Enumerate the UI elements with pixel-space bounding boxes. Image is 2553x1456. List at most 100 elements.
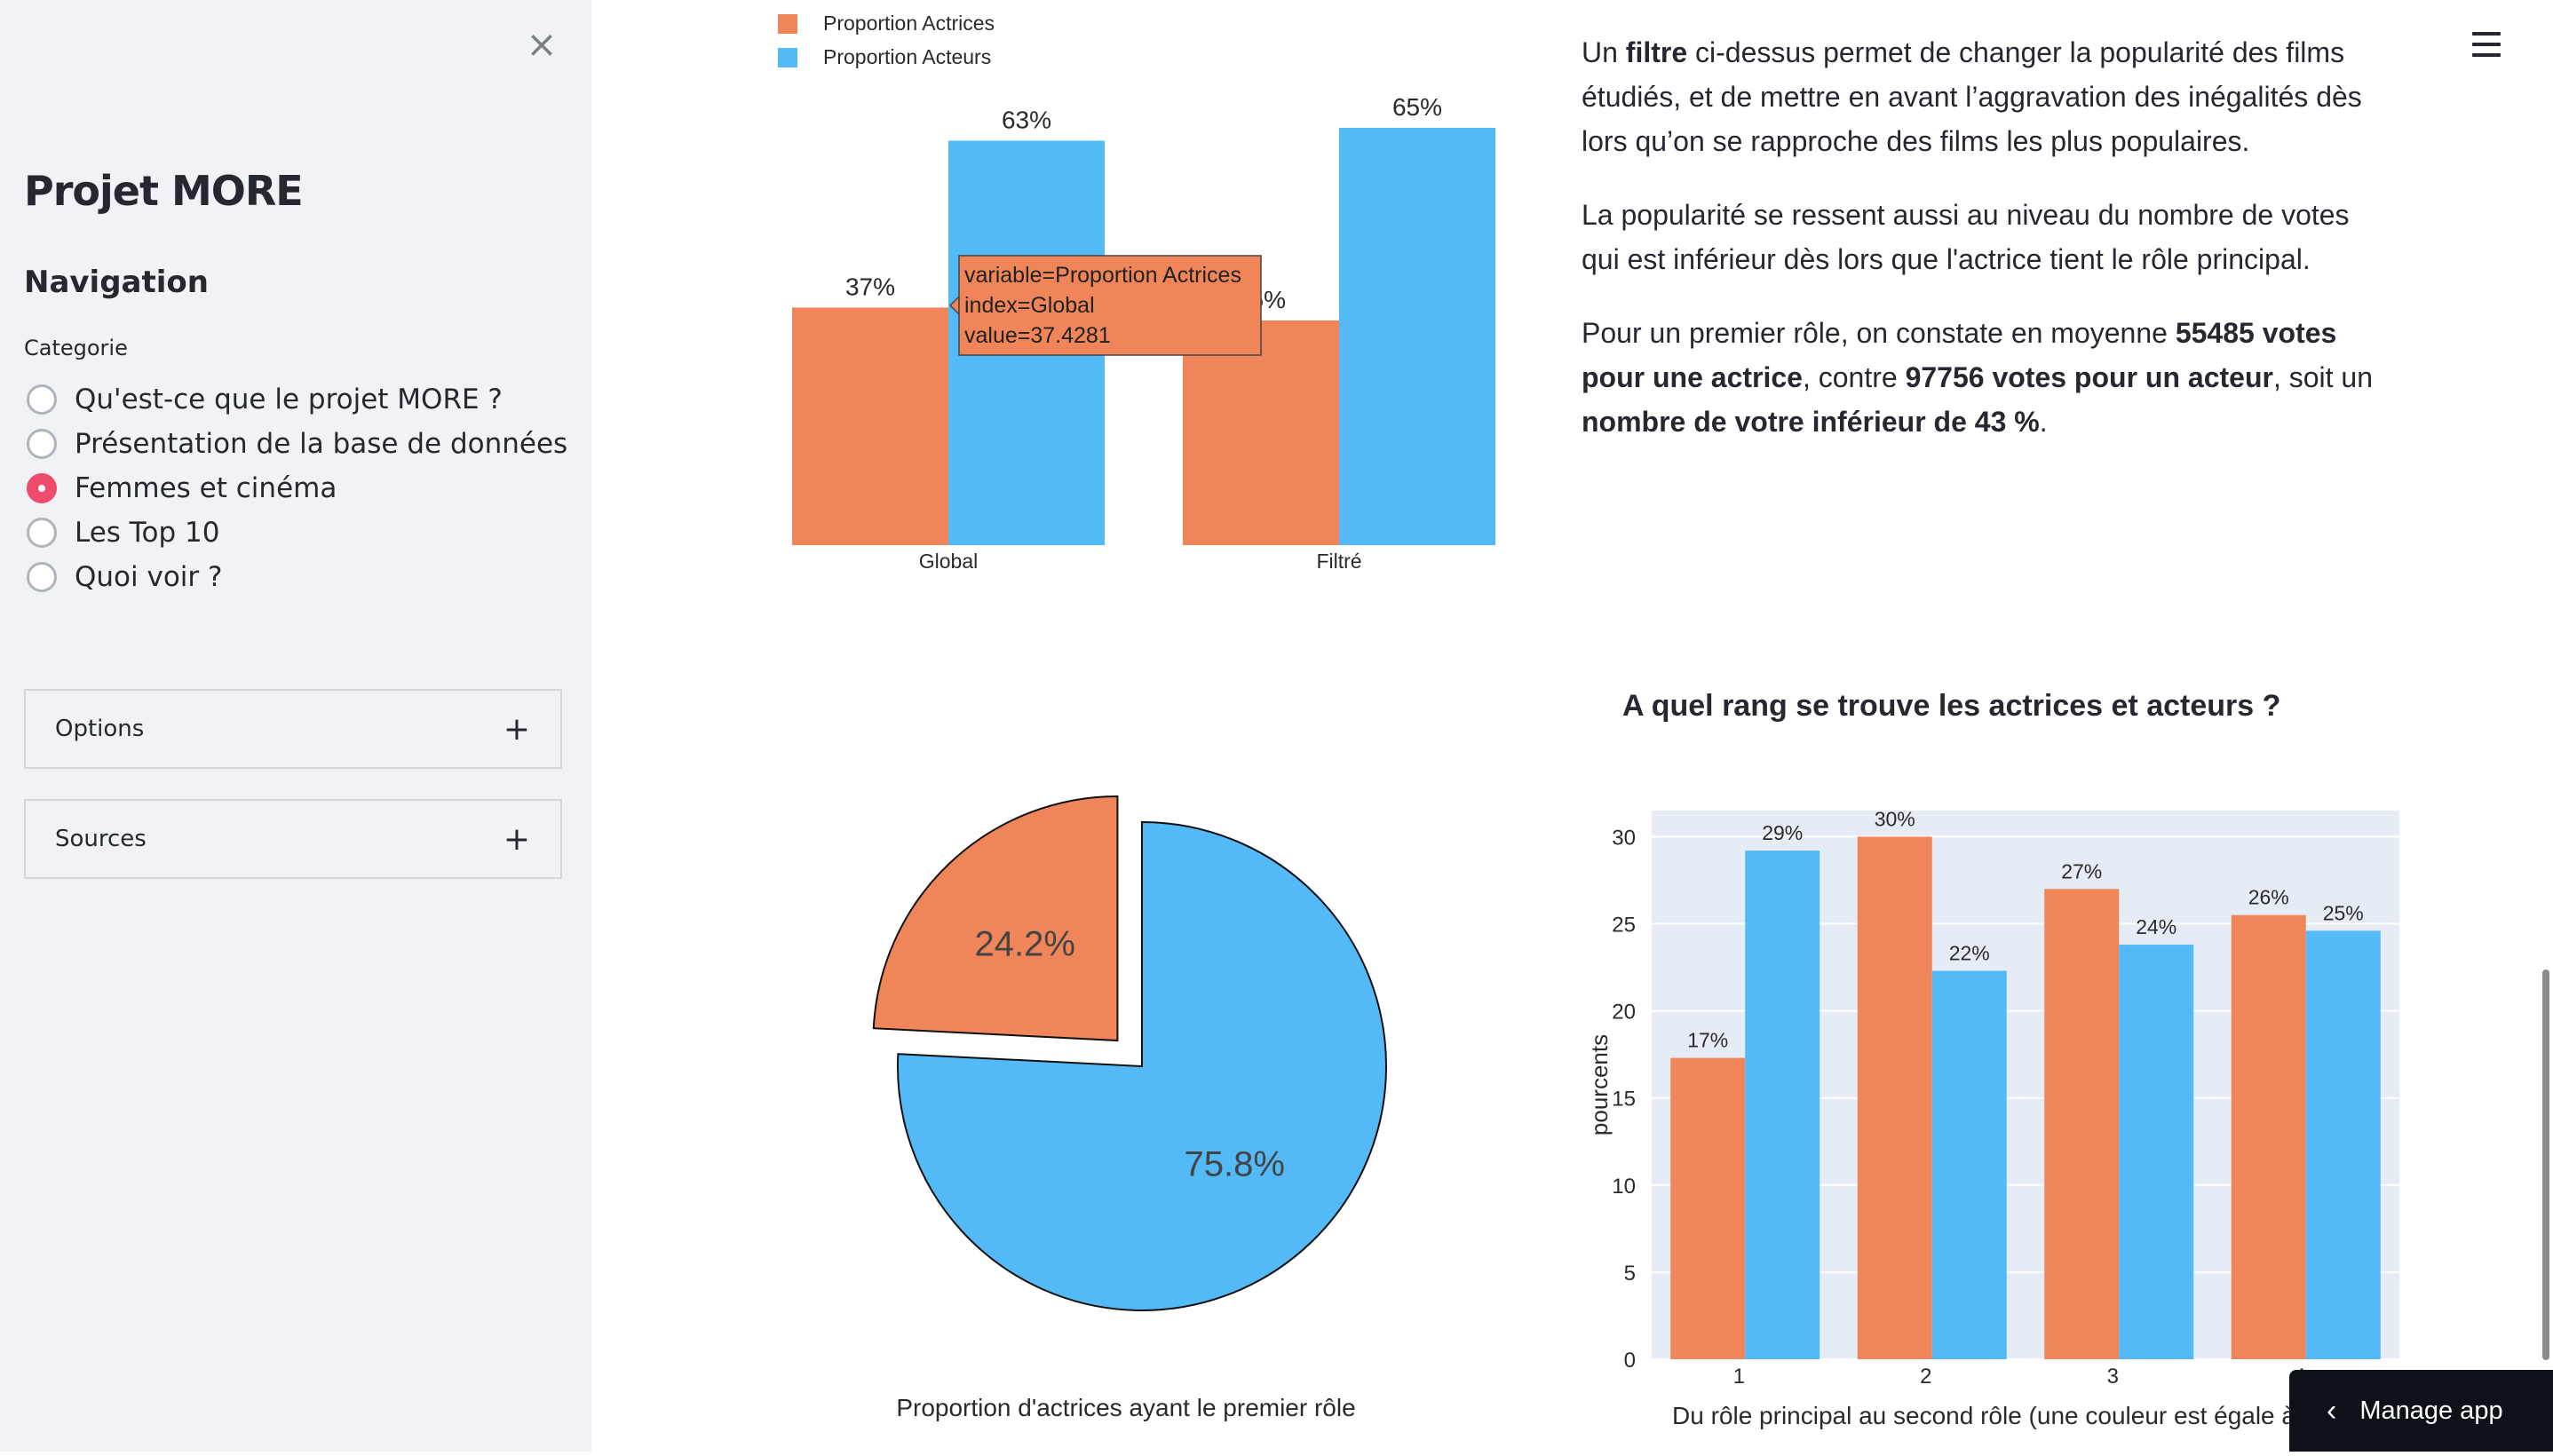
radio-button-icon[interactable] xyxy=(27,384,57,415)
bar-value-label: 27% xyxy=(2061,859,2102,882)
y-tick-label: 15 xyxy=(1612,1088,1636,1112)
bar-acteurs xyxy=(1931,970,2007,1359)
pie-slice-label: 75.8% xyxy=(1185,1145,1285,1184)
legend-swatch xyxy=(778,14,797,34)
tooltip-line: variable=Proportion Actrices xyxy=(964,263,1241,288)
text-run: ci-dessus permet de changer la popularit… xyxy=(1582,36,2362,157)
radio-option-label: Les Top 10 xyxy=(75,517,220,549)
tooltip-line: index=Global xyxy=(964,293,1095,318)
expander-label: Sources xyxy=(55,826,147,852)
y-tick-label: 0 xyxy=(1624,1349,1636,1373)
radio-option-label: Femmes et cinéma xyxy=(75,472,337,504)
x-tick-label: 2 xyxy=(1920,1365,1931,1389)
y-tick-label: 30 xyxy=(1612,826,1636,850)
pie-slice-label: 24.2% xyxy=(974,924,1074,963)
x-axis-title: Du rôle principal au second rôle (une co… xyxy=(1672,1402,2295,1429)
bar-value-label: 29% xyxy=(1762,821,1803,844)
filter-paragraph: Un filtre ci-dessus permet de changer la… xyxy=(1582,30,2381,163)
first-role-pie-chart[interactable]: 24.2% 75.8% Proportion d'actrices ayant le… xyxy=(799,764,1510,1438)
bar-value-label: 17% xyxy=(1687,1029,1728,1052)
radio-option-projet-more[interactable]: Qu'est-ce que le projet MORE ? xyxy=(27,380,503,419)
hover-tooltip xyxy=(958,255,1262,356)
bar-actrices xyxy=(1183,320,1339,545)
rank-bar-chart-svg[interactable]: 0 5 10 15 20 25 30 pourcents 17% 29% 1 30% 22% 2 27% 24… xyxy=(1572,781,2424,1452)
app-title: Projet MORE xyxy=(24,167,304,215)
sidebar: × Projet MORE Navigation Categorie Qu'es… xyxy=(0,0,591,1452)
y-tick-label: 20 xyxy=(1612,1001,1636,1025)
radio-option-label: Présentation de la base de données xyxy=(75,428,568,460)
sources-expander[interactable]: Sources + xyxy=(24,799,562,879)
expand-plus-icon[interactable]: + xyxy=(503,820,530,858)
bar-actrices xyxy=(2231,914,2306,1359)
text-run: Un xyxy=(1582,36,1626,68)
y-tick-label: 10 xyxy=(1612,1175,1636,1199)
bar-value-label: 65% xyxy=(1392,93,1442,121)
x-tick-label: Filtré xyxy=(1316,550,1361,573)
bar-value-label: 25% xyxy=(2323,901,2364,924)
bar-acteurs xyxy=(2119,945,2194,1359)
close-sidebar-button[interactable]: × xyxy=(526,22,558,66)
navigation-heading: Navigation xyxy=(24,265,209,300)
pie-caption: Proportion d'actrices ayant le premier r… xyxy=(896,1394,1355,1421)
radio-button-icon[interactable] xyxy=(27,562,57,592)
text-run: , soit un xyxy=(2272,361,2373,393)
radio-option-top-10[interactable]: Les Top 10 xyxy=(27,513,219,552)
radio-option-quoi-voir[interactable]: Quoi voir ? xyxy=(27,558,222,597)
legend-label: Proportion Acteurs xyxy=(823,45,991,68)
main-menu-icon[interactable] xyxy=(2472,32,2501,57)
text-run: Pour un premier rôle, on constate en moy… xyxy=(1582,317,2176,349)
x-tick-label: Global xyxy=(919,550,978,573)
x-tick-label: 1 xyxy=(1733,1365,1745,1389)
expand-plus-icon[interactable]: + xyxy=(503,710,530,748)
votes-paragraph: Pour un premier rôle, on constate en moy… xyxy=(1582,311,2381,444)
expander-label: Options xyxy=(55,716,145,742)
bar-acteurs xyxy=(1745,851,1820,1359)
bar-acteurs xyxy=(1339,128,1495,545)
radio-option-label: Quoi voir ? xyxy=(75,561,223,593)
legend-swatch xyxy=(778,48,797,67)
bold-text: nombre de votre inférieur de 43 % xyxy=(1582,406,2040,438)
rank-bar-chart[interactable]: 0 5 10 15 20 25 30 pourcents 17% 29% 1 30% 22% 2 27% 24… xyxy=(1572,781,2424,1452)
bold-text: 97756 votes pour un acteur xyxy=(1905,361,2273,393)
text-run: , contre xyxy=(1802,361,1906,393)
radio-option-femmes-et-cinema[interactable]: Femmes et cinéma xyxy=(27,469,337,508)
bar-value-label: 30% xyxy=(1875,807,1915,830)
manage-app-label: Manage app xyxy=(2359,1396,2503,1425)
bar-actrices xyxy=(2044,889,2120,1359)
radio-button-icon[interactable] xyxy=(27,518,57,548)
page-scrollbar[interactable] xyxy=(2542,969,2549,1360)
popularity-paragraph: La popularité se ressent aussi au niveau… xyxy=(1582,193,2381,281)
bar-value-label: 24% xyxy=(2136,915,2176,938)
options-expander[interactable]: Options + xyxy=(24,689,562,769)
y-axis-title: pourcents xyxy=(1586,1034,1613,1136)
rank-chart-title: A quel rang se trouve les actrices et ac… xyxy=(1622,689,2281,723)
bar-actrices xyxy=(1857,836,1932,1359)
chevron-left-icon: ‹ xyxy=(2327,1393,2337,1428)
radio-button-selected-icon[interactable] xyxy=(27,473,57,503)
manage-app-button[interactable]: ‹ Manage app xyxy=(2289,1370,2553,1452)
bar-value-label: 37% xyxy=(845,273,895,300)
y-tick-label: 25 xyxy=(1612,914,1636,938)
bar-value-label: 26% xyxy=(2248,886,2289,909)
bar-value-label: 63% xyxy=(1002,106,1051,133)
legend-label: Proportion Actrices xyxy=(823,12,995,35)
text-run: La popularité se ressent aussi au niveau… xyxy=(1582,199,2350,275)
text-run: . xyxy=(2039,406,2048,438)
radio-option-label: Qu'est-ce que le projet MORE ? xyxy=(75,384,503,415)
pie-slice-actrices xyxy=(872,795,1119,1042)
bold-text: 55485 votes pour une actrice xyxy=(1582,317,2337,393)
x-tick-label: 3 xyxy=(2107,1365,2119,1389)
first-role-pie-chart-svg[interactable]: 24.2% 75.8% Proportion d'actrices ayant le… xyxy=(799,764,1510,1438)
bar-actrices xyxy=(1670,1057,1746,1359)
bar-value-label: 22% xyxy=(1949,941,1990,964)
radio-group-label: Categorie xyxy=(24,336,128,360)
y-tick-label: 5 xyxy=(1624,1262,1636,1286)
bar-acteurs xyxy=(2305,930,2381,1359)
bold-text: filtre xyxy=(1625,36,1688,68)
tooltip-line: value=37.4281 xyxy=(964,323,1111,348)
radio-option-base-de-donnees[interactable]: Présentation de la base de données xyxy=(27,424,567,463)
pie-slice-acteurs xyxy=(896,820,1387,1311)
radio-button-icon[interactable] xyxy=(27,429,57,459)
